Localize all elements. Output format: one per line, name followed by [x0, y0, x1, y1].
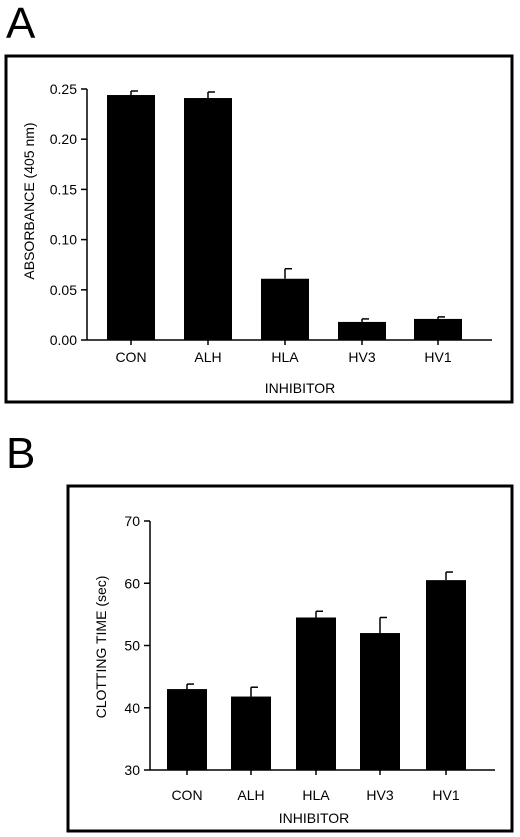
- chart-b-category-label: CON: [171, 787, 202, 803]
- chart-a-category-label: HV3: [348, 349, 375, 365]
- chart-a-category-label: ALH: [194, 349, 221, 365]
- chart-a-bar-alh: [184, 98, 232, 340]
- chart-b-ytick-label: 40: [124, 700, 140, 716]
- chart-b-bar-alh: [231, 696, 271, 770]
- chart-b-bar-con: [167, 689, 207, 770]
- chart-b-ylabel: CLOTTING TIME (sec): [93, 576, 109, 719]
- chart-a-bar-hv1: [414, 318, 462, 340]
- chart-a-category-label: HV1: [424, 349, 451, 365]
- chart-b-bar-hv1: [426, 580, 466, 770]
- chart-a-ytick-label: 0.10: [50, 232, 77, 248]
- chart-b-category-label: HV1: [432, 787, 459, 803]
- chart-a-ytick-label: 0.00: [50, 332, 77, 348]
- panel-a-letter: A: [6, 0, 36, 48]
- chart-b-bar-hv3: [360, 633, 400, 770]
- chart-a-bar-con: [107, 95, 155, 340]
- panel-b-letter: B: [6, 429, 36, 478]
- chart-b-bar-hla: [296, 617, 336, 770]
- chart-a-ylabel: ABSORBANCE (405 nm): [21, 122, 37, 279]
- chart-a-ytick-label: 0.15: [50, 181, 77, 197]
- chart-b: CLOTTING TIME (sec) INHIBITOR 30 40 50 60 70…: [93, 513, 495, 826]
- chart-a-ytick-label: 0.25: [50, 81, 77, 97]
- chart-b-category-label: HV3: [366, 787, 393, 803]
- panel-a-frame: [4, 54, 514, 404]
- chart-b-xlabel: INHIBITOR: [279, 810, 350, 826]
- chart-b-ytick-label: 50: [124, 638, 140, 654]
- chart-b-ytick-label: 30: [124, 762, 140, 778]
- chart-b-ytick-label: 60: [124, 575, 140, 591]
- chart-b-ytick-label: 70: [124, 513, 140, 529]
- chart-b-category-label: ALH: [237, 787, 264, 803]
- chart-a-bar-hla: [261, 278, 309, 340]
- chart-a-ytick-label: 0.05: [50, 282, 77, 298]
- chart-a-category-label: HLA: [271, 349, 299, 365]
- chart-a-category-label: CON: [115, 349, 146, 365]
- chart-a-ytick-label: 0.20: [50, 131, 77, 147]
- chart-b-category-label: HLA: [302, 787, 330, 803]
- chart-a-xlabel: INHIBITOR: [265, 380, 336, 396]
- panel-b-frame: [66, 484, 514, 833]
- chart-a-bar-hv3: [338, 321, 386, 340]
- chart-a: ABSORBANCE (405 nm) INHIBITOR 0.00 0.05 0.…: [21, 81, 492, 396]
